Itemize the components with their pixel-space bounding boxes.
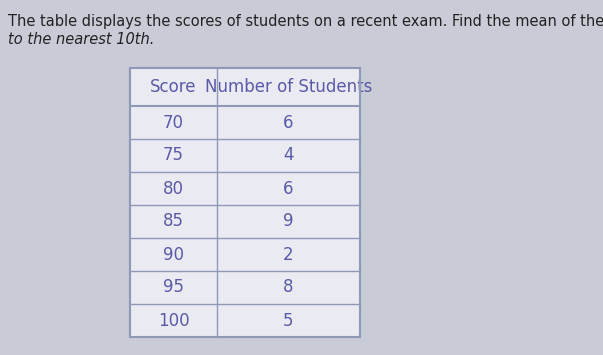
Bar bbox=[130, 68, 360, 337]
Text: 90: 90 bbox=[163, 246, 184, 263]
Text: 75: 75 bbox=[163, 147, 184, 164]
Text: 2: 2 bbox=[283, 246, 294, 263]
Text: Score: Score bbox=[150, 78, 197, 96]
Bar bbox=[130, 68, 360, 337]
Text: 80: 80 bbox=[163, 180, 184, 197]
Text: 6: 6 bbox=[283, 114, 294, 131]
Text: 95: 95 bbox=[163, 279, 184, 296]
Text: Number of Students: Number of Students bbox=[205, 78, 372, 96]
Text: 9: 9 bbox=[283, 213, 294, 230]
Text: 5: 5 bbox=[283, 311, 294, 329]
Text: 85: 85 bbox=[163, 213, 184, 230]
Text: 6: 6 bbox=[283, 180, 294, 197]
Text: 8: 8 bbox=[283, 279, 294, 296]
Text: to the nearest 10th.: to the nearest 10th. bbox=[8, 32, 154, 47]
Text: 4: 4 bbox=[283, 147, 294, 164]
Text: 70: 70 bbox=[163, 114, 184, 131]
Text: The table displays the scores of students on a recent exam. Find the mean of the: The table displays the scores of student… bbox=[8, 14, 603, 29]
Text: 100: 100 bbox=[158, 311, 189, 329]
